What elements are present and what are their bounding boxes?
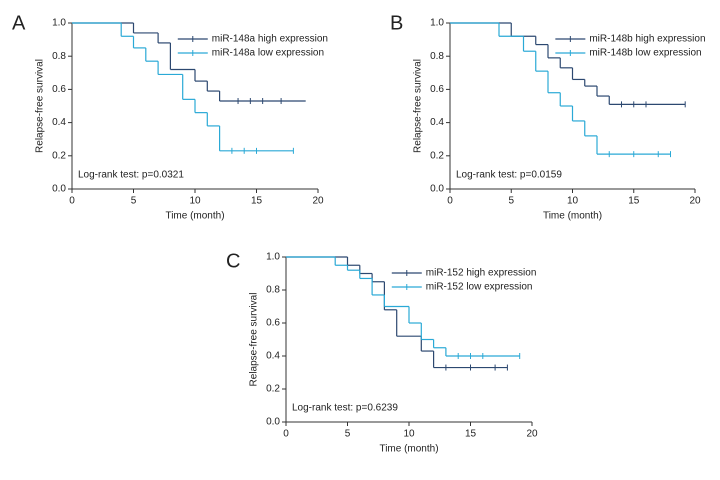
y-tick-label: 0.6 <box>52 84 66 95</box>
annotation: Log-rank test: p=0.0159 <box>456 170 562 181</box>
y-tick-label: 0.2 <box>266 384 280 395</box>
y-axis-label: Relapse-free survival <box>35 59 46 153</box>
x-tick-label: 20 <box>689 196 701 207</box>
y-tick-label: 0.0 <box>266 417 280 428</box>
annotation: Log-rank test: p=0.6239 <box>292 403 398 414</box>
panel-letter: B <box>390 12 403 34</box>
x-tick-label: 15 <box>251 196 263 207</box>
y-tick-label: 1.0 <box>52 18 66 29</box>
legend-label: miR-152 low expression <box>426 282 533 293</box>
y-tick-label: 0.8 <box>430 51 444 62</box>
y-tick-label: 0.4 <box>52 117 66 128</box>
legend-label: miR-148a high expression <box>212 34 328 45</box>
x-axis-label: Time (month) <box>165 211 224 222</box>
x-tick-label: 5 <box>508 196 514 207</box>
y-tick-label: 0.0 <box>52 184 66 195</box>
y-tick-label: 1.0 <box>430 18 444 29</box>
x-tick-label: 15 <box>465 429 477 440</box>
x-tick-label: 10 <box>189 196 201 207</box>
panel-letter: A <box>12 12 26 34</box>
panel-letter: C <box>226 250 240 272</box>
x-axis-label: Time (month) <box>543 211 602 222</box>
x-tick-label: 5 <box>131 196 137 207</box>
legend-label: miR-148b low expression <box>589 48 701 59</box>
y-tick-label: 0.0 <box>430 184 444 195</box>
y-tick-label: 0.2 <box>430 150 444 161</box>
x-tick-label: 20 <box>526 429 538 440</box>
y-tick-label: 1.0 <box>266 252 280 263</box>
x-tick-label: 0 <box>283 429 289 440</box>
annotation: Log-rank test: p=0.0321 <box>78 170 184 181</box>
x-tick-label: 10 <box>403 429 415 440</box>
y-tick-label: 0.8 <box>266 285 280 296</box>
y-axis-label: Relapse-free survival <box>413 59 424 153</box>
y-tick-label: 0.6 <box>266 318 280 329</box>
y-tick-label: 0.8 <box>52 51 66 62</box>
x-tick-label: 5 <box>345 429 351 440</box>
legend-label: miR-148b high expression <box>589 34 705 45</box>
y-tick-label: 0.2 <box>52 150 66 161</box>
y-tick-label: 0.4 <box>430 117 444 128</box>
legend-label: miR-148a low expression <box>212 48 324 59</box>
x-tick-label: 10 <box>567 196 579 207</box>
y-tick-label: 0.6 <box>430 84 444 95</box>
y-axis-label: Relapse-free survival <box>249 293 260 387</box>
x-tick-label: 15 <box>628 196 640 207</box>
x-axis-label: Time (month) <box>379 444 438 455</box>
y-tick-label: 0.4 <box>266 351 280 362</box>
x-tick-label: 0 <box>447 196 453 207</box>
x-tick-label: 20 <box>312 196 324 207</box>
x-tick-label: 0 <box>69 196 75 207</box>
legend-label: miR-152 high expression <box>426 268 537 279</box>
